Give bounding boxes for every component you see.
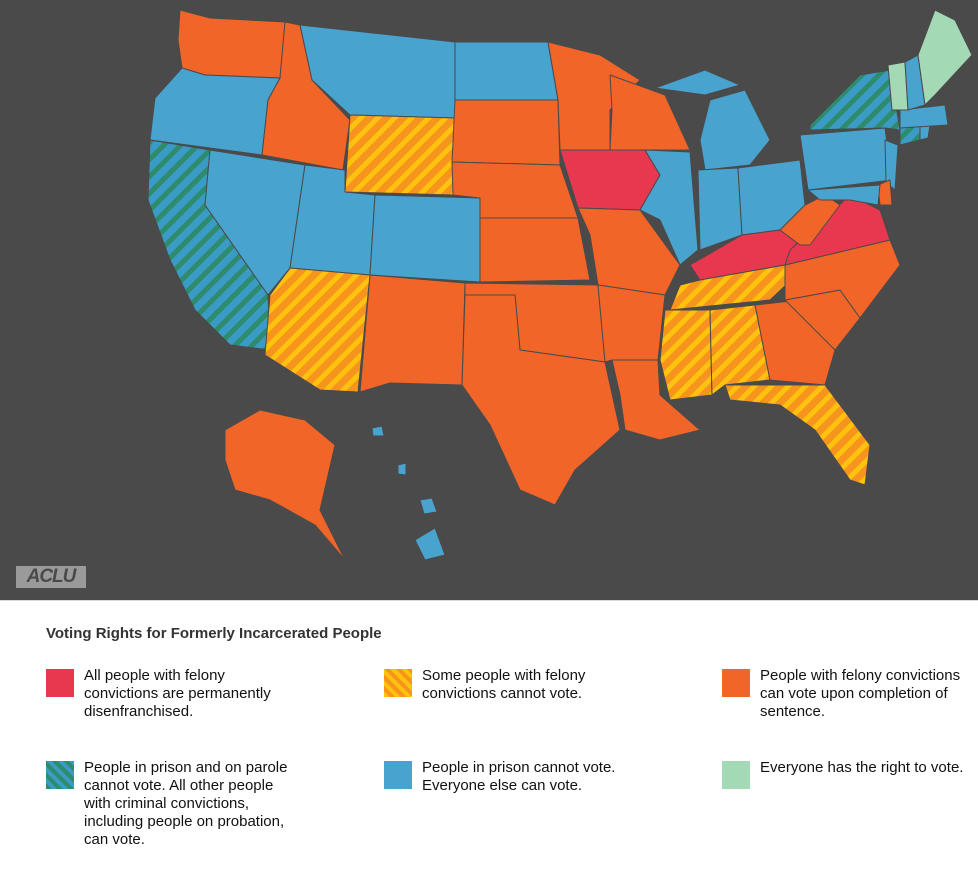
state-ma (899, 104, 949, 129)
state-ms (659, 309, 713, 401)
state-sd (451, 99, 561, 166)
state-fl (724, 384, 871, 486)
state-al (709, 304, 771, 396)
legend-label-everyone: Everyone has the right to vote. (760, 759, 964, 776)
legend-label-prison-parole: People in prison and on parole cannot vo… (84, 759, 288, 848)
state-nj (884, 139, 899, 191)
state-wv (779, 194, 841, 246)
legend-label-completion: People with felony convictions can vote … (760, 667, 961, 720)
state-ak (224, 409, 346, 561)
state-or (149, 67, 281, 156)
state-hi (371, 425, 446, 561)
legend-swatch-prison-only (384, 761, 412, 789)
legend-label-some: Some people with felony convictions cann… (422, 667, 586, 702)
state-ri (919, 124, 931, 141)
legend-swatch-everyone (722, 761, 750, 789)
state-va (784, 194, 891, 266)
state-pa (799, 127, 893, 191)
state-nm (359, 274, 466, 393)
state-mn (547, 41, 641, 151)
state-de (877, 179, 893, 206)
state-mi (654, 69, 771, 171)
legend-label-permanent: All people with felony convictions are p… (84, 667, 271, 720)
state-me (917, 9, 973, 106)
us-map-panel: ACLU (0, 0, 978, 600)
state-il (639, 149, 699, 266)
state-in (697, 167, 743, 251)
legend-swatch-some (384, 669, 412, 697)
legend-label-prison-only: People in prison cannot vote. Everyone e… (422, 759, 616, 794)
state-wy (344, 114, 456, 196)
state-tx (461, 294, 621, 506)
state-nd (454, 41, 559, 101)
state-la (611, 359, 701, 441)
state-ny (809, 69, 901, 131)
state-ar (597, 284, 666, 363)
state-co (369, 194, 481, 283)
state-nv (204, 149, 306, 296)
legend-panel: Voting Rights for Formerly Incarcerated … (0, 600, 978, 890)
state-md (807, 184, 881, 206)
state-az (264, 267, 371, 393)
legend-swatch-prison-parole (46, 761, 74, 789)
legend-swatch-completion (722, 669, 750, 697)
legend-title: Voting Rights for Formerly Incarcerated … (46, 625, 382, 642)
state-ks (479, 217, 591, 283)
state-wa (177, 9, 286, 79)
legend-swatch-permanent (46, 669, 74, 697)
us-map (147, 9, 973, 561)
aclu-logo: ACLU (16, 566, 86, 588)
